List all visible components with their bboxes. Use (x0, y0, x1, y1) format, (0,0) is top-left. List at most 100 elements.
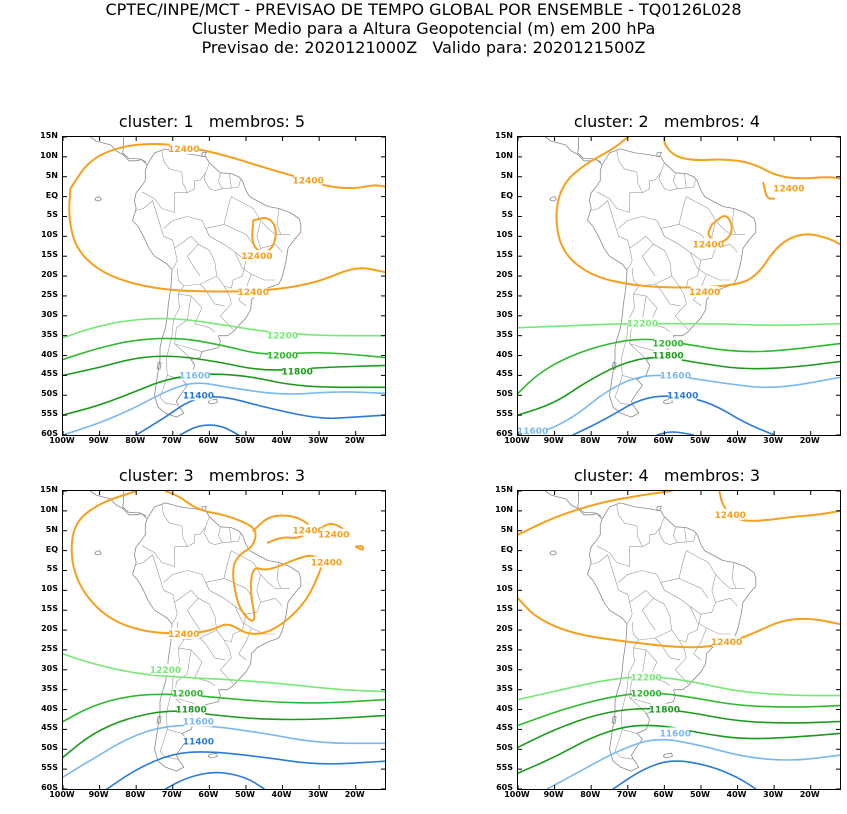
latitude-label: 15N (495, 131, 513, 140)
latitude-label: 45S (496, 723, 513, 733)
country-border (658, 162, 696, 191)
latitude-label: 35S (496, 329, 513, 339)
longitude-label: 50W (689, 790, 710, 799)
longitude-label: 40W (271, 436, 292, 445)
country-border (642, 244, 656, 277)
country-border (671, 629, 689, 684)
country-border (141, 504, 188, 567)
latitude-label: 55S (496, 763, 513, 773)
latitude-label: 25S (41, 289, 58, 299)
contour-label-background (312, 556, 341, 568)
contour-line-12400 (718, 491, 840, 522)
longitude-label: 80W (125, 436, 146, 445)
contour-line-12400 (707, 215, 733, 243)
latitude-label: 25S (496, 289, 513, 299)
contour-line-11600 (518, 374, 840, 435)
country-border (159, 285, 185, 406)
latitude-label: 5N (500, 524, 513, 534)
contour-line-11400 (612, 760, 757, 789)
contour-label-background (242, 250, 271, 262)
longitude-label: 30W (763, 790, 784, 799)
country-border (671, 275, 689, 330)
contour-line-12000 (518, 338, 840, 395)
contour-label-background (716, 508, 745, 520)
contour-line-11400 (164, 771, 266, 789)
country-border (163, 570, 210, 591)
contour-line-11800 (63, 710, 385, 758)
contour-label-background (650, 703, 679, 715)
longitude-label: 70W (616, 436, 637, 445)
country-border (163, 216, 210, 237)
latitude-label: 10S (496, 230, 513, 240)
country-border (596, 150, 643, 213)
latitude-label: 10N (495, 504, 513, 514)
country-border (199, 283, 226, 307)
latitude-label: 10N (495, 150, 513, 160)
latitude-label: 25S (41, 643, 58, 653)
contour-label: 11600 (179, 371, 210, 381)
contour-label-background (177, 703, 206, 715)
contour-label-background (151, 663, 180, 675)
latitude-label: 15S (41, 250, 58, 260)
longitude-label: 90W (543, 436, 564, 445)
latitude-label: 60S (41, 429, 58, 438)
longitude-label: 100W (49, 436, 75, 445)
latitude-label: 60S (41, 783, 58, 792)
island-outline (611, 716, 617, 724)
country-border (633, 647, 671, 686)
island-outline (656, 505, 662, 511)
longitude-label: 30W (308, 790, 329, 799)
latitude-label: 15N (495, 485, 513, 494)
country-border (654, 637, 681, 661)
contour-line-11600 (63, 382, 385, 435)
contour-label-background (283, 365, 312, 377)
contour-label: 12400 (311, 559, 342, 569)
contour-line-12400 (354, 545, 364, 551)
country-border (689, 252, 731, 281)
contour-label-background (661, 727, 690, 739)
contour-line-12400 (70, 491, 323, 635)
figure-title-line-3: Previsao de: 2020121000Z Valido para: 20… (201, 38, 646, 57)
country-border (731, 208, 736, 235)
country-border (223, 550, 290, 589)
contour-label: 11400 (183, 737, 214, 747)
contour-label-background (294, 174, 323, 186)
country-border (178, 647, 216, 686)
contour-line-12400 (762, 181, 776, 200)
country-border (684, 173, 687, 188)
contour-line-12200 (63, 653, 385, 693)
country-border (658, 516, 696, 545)
contour-label: 11600 (183, 718, 214, 728)
contour-label-background (319, 528, 348, 540)
country-borders (136, 150, 290, 406)
latitude-label: 5N (45, 524, 58, 534)
longitude-label: 70W (161, 790, 182, 799)
latitude-label: 30S (41, 309, 58, 319)
contour-label: 12400 (773, 185, 804, 195)
country-border (614, 285, 640, 406)
cluster-panel-title: cluster: 1 membros: 5 (118, 112, 306, 131)
latitude-label: 15S (496, 604, 513, 614)
latitude-label: 20S (496, 270, 513, 280)
country-border (660, 578, 709, 615)
latitude-label: 5S (46, 564, 58, 574)
latitude-label: 40S (496, 703, 513, 713)
contour-label: 12000 (652, 340, 683, 350)
country-border (159, 639, 185, 760)
longitude-label: 60W (653, 790, 674, 799)
contour-line-11800 (518, 707, 840, 749)
latitude-label: 50S (41, 743, 58, 753)
contour-line-12400 (68, 187, 385, 293)
longitude-label: 80W (580, 436, 601, 445)
axis-ticks (518, 491, 840, 789)
latitude-label: 30S (41, 663, 58, 673)
contour-label: 12400 (318, 531, 349, 541)
contour-label-background (239, 286, 268, 297)
contour-label: 12400 (168, 630, 199, 640)
contour-label-background (632, 671, 661, 683)
contour-label: 11400 (667, 391, 698, 401)
latitude-label: 45S (41, 369, 58, 379)
contour-label: 11400 (183, 391, 214, 401)
south-america-coastline (132, 148, 302, 418)
contour-line-12200 (63, 317, 385, 339)
